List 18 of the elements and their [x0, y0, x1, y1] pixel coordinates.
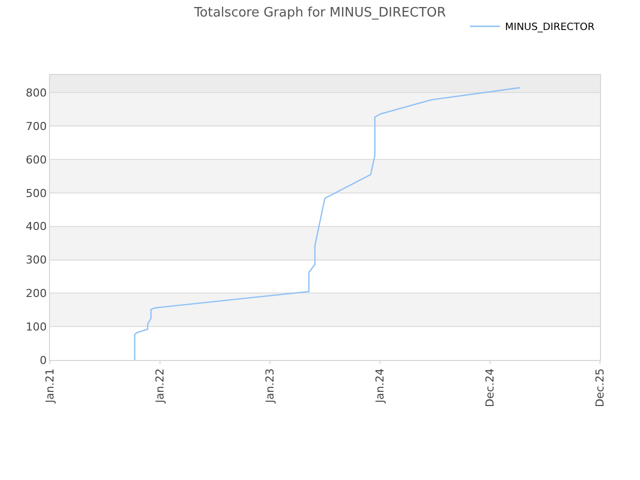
- y-tick-label: 300: [26, 254, 47, 267]
- y-tick-label: 200: [26, 287, 47, 300]
- x-tick-label: Dec.25: [594, 368, 607, 408]
- x-tick-label: Dec.24: [484, 368, 497, 408]
- y-tick-label: 500: [26, 186, 47, 200]
- y-tick-label: 0: [40, 354, 47, 367]
- y-tick-label: 700: [26, 120, 47, 133]
- line-series: [134, 87, 520, 360]
- x-tick-label: Jan.23: [264, 368, 277, 404]
- y-tick-label: 600: [26, 153, 47, 166]
- y-tick-label: 800: [26, 86, 47, 100]
- x-tick-label: Jan.21: [44, 368, 57, 404]
- x-tick-label: Jan.24: [374, 368, 387, 404]
- y-tick-label: 400: [26, 220, 47, 234]
- legend-label: MINUS_DIRECTOR: [505, 22, 595, 34]
- chart-title: Totalscore Graph for MINUS_DIRECTOR: [193, 5, 446, 20]
- x-tick-label: Jan.22: [154, 368, 167, 404]
- y-tick-label: 100: [26, 320, 47, 334]
